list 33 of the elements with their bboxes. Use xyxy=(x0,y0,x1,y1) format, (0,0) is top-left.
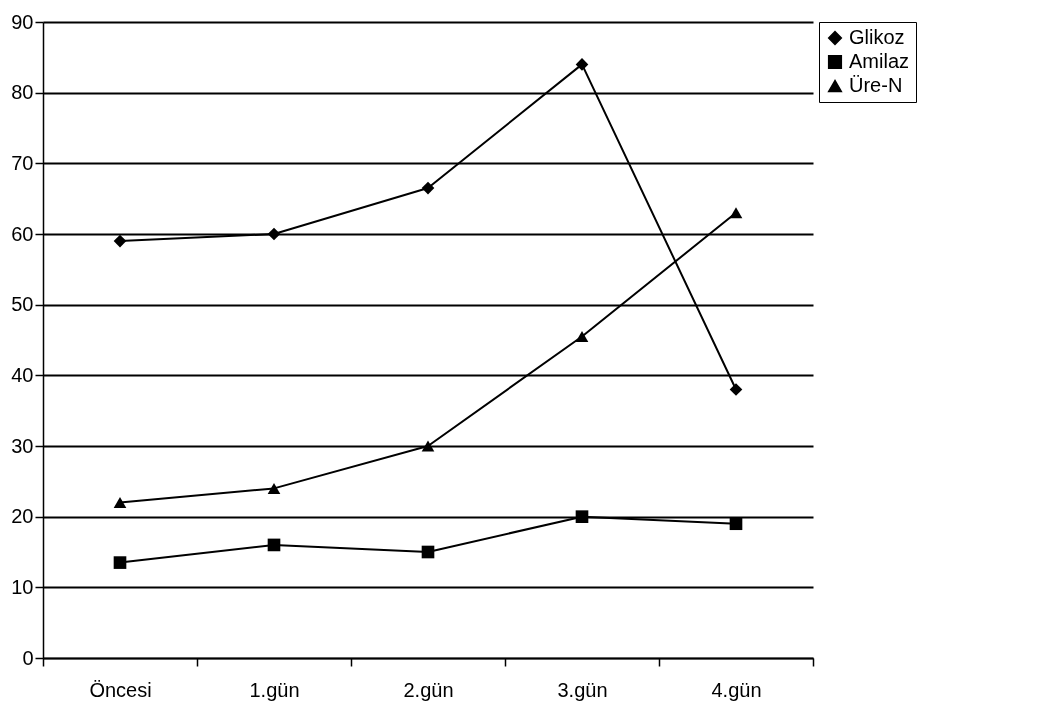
point xyxy=(267,538,281,552)
legend-label: Amilaz xyxy=(849,50,910,72)
point xyxy=(113,556,127,569)
x-tick-label: 3.gün xyxy=(557,678,608,701)
y-tick-label: 90 xyxy=(11,10,34,33)
point xyxy=(267,482,281,494)
point xyxy=(575,58,589,71)
point xyxy=(113,234,127,248)
x-tick-label: 2.gün xyxy=(403,678,454,701)
y-tick-label: 20 xyxy=(11,505,34,528)
point xyxy=(575,510,589,523)
point xyxy=(729,517,743,531)
x-tick-label: 1.gün xyxy=(249,678,300,701)
y-tick-label: 50 xyxy=(11,293,34,316)
y-tick-label: 10 xyxy=(11,575,34,598)
x-tick-label: 4.gün xyxy=(711,678,762,701)
point xyxy=(729,383,743,396)
legend-label: Üre-N xyxy=(849,74,903,96)
y-tick-label: 70 xyxy=(11,151,34,174)
x-tick-label: Öncesi xyxy=(89,678,152,701)
point xyxy=(729,207,743,219)
point xyxy=(575,330,589,342)
y-tick-label: 0 xyxy=(22,646,34,669)
y-tick-label: 30 xyxy=(11,434,34,457)
point xyxy=(267,227,281,241)
legend-label: Glikoz xyxy=(849,26,905,48)
y-tick-label: 80 xyxy=(11,81,34,104)
point xyxy=(421,440,435,452)
point xyxy=(113,497,127,509)
point xyxy=(421,181,435,195)
y-tick-label: 40 xyxy=(11,363,34,386)
y-tick-label: 60 xyxy=(11,222,34,245)
point xyxy=(421,545,435,559)
